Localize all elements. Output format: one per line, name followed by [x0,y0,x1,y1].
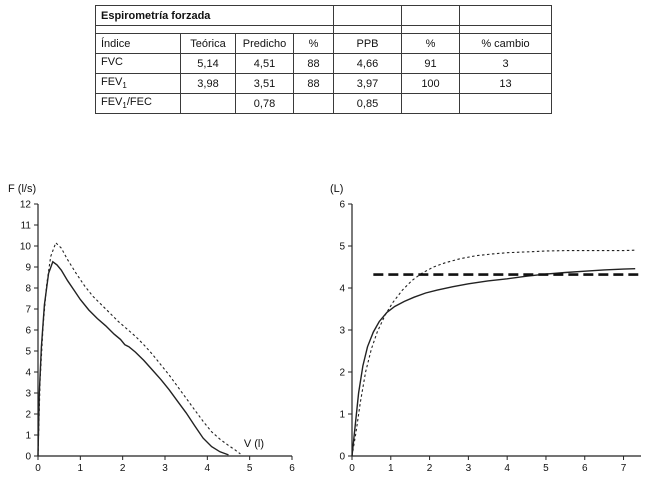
y-tick-label: 5 [339,242,345,253]
table-cell: 4,66 [333,53,402,74]
column-header: PPB [333,33,402,54]
table-row: FVC 5,14 4,51 88 4,66 91 3 [95,53,552,74]
table-cell: 91 [401,53,460,74]
y-axis-label: F (l/s) [8,183,36,195]
column-header: % [401,33,460,54]
x-tick-label: 6 [289,463,295,474]
table-title: Espirometría forzada [95,5,334,26]
x-tick-label: 0 [35,463,41,474]
y-tick-label: 6 [339,200,345,211]
y-tick-label: 12 [20,200,32,211]
table-cell: 4,51 [235,53,294,74]
y-tick-label: 10 [20,242,32,253]
table-cell [293,93,334,114]
x-tick-label: 1 [78,463,84,474]
series-dotted-curve [351,249,636,457]
table-cell: 88 [293,73,334,94]
row-label-text: FEV [101,96,123,109]
y-tick-label: 7 [25,305,31,316]
table-cell: 5,14 [180,53,236,74]
y-tick-label: 3 [339,326,345,337]
row-label: FEV1/FEC [95,93,181,114]
x-tick-label: 0 [349,463,355,474]
x-tick-label: 5 [247,463,253,474]
table-cell [95,25,334,34]
y-tick-label: 1 [339,410,345,421]
column-header: Índice [95,33,181,54]
table-cell: 0,78 [235,93,294,114]
table-cell [333,5,402,26]
table-cell [333,25,402,34]
row-label-subscript: 1 [122,81,127,91]
row-label: FEV1 [95,73,181,94]
spirometry-table: Espirometría forzada Índice Teórica Pred… [95,5,552,114]
y-tick-label: 8 [25,284,31,295]
volume-time-svg: 0 1 2 3 4 5 6 7 0 1 2 3 4 5 6 (L) [330,183,641,474]
x-tick-label: 3 [162,463,168,474]
series-solid-curve [351,268,636,457]
table-cell [401,93,460,114]
y-tick-label: 4 [339,284,345,295]
x-tick-label: 5 [543,463,549,474]
table-title-row: Espirometría forzada [95,5,552,26]
series-solid-curve [37,260,229,457]
y-tick-label: 5 [25,347,31,358]
y-tick-label: 0 [25,452,31,463]
column-header: % cambio [459,33,552,54]
x-tick-label: 1 [388,463,394,474]
y-tick-label: 2 [25,410,31,421]
x-tick-label: 3 [466,463,472,474]
flow-volume-chart: 0 1 2 3 4 5 6 0 1 2 3 4 5 6 7 8 9 10 11 12 F (l/s) V (l) [6,178,308,481]
y-tick-label: 4 [25,368,31,379]
y-tick-label: 6 [25,326,31,337]
column-header: % [293,33,334,54]
y-tick-label: 0 [339,452,345,463]
series-dotted-curve [37,241,241,457]
y-tick-label: 2 [339,368,345,379]
column-header: Predicho [235,33,294,54]
table-cell [459,93,552,114]
x-tick-label: 7 [621,463,627,474]
table-cell [401,5,460,26]
x-tick-label: 6 [582,463,588,474]
y-axis-label: (L) [330,183,343,195]
row-label-text: FVC [101,56,123,69]
table-header-row: Índice Teórica Predicho % PPB % % cambio [95,33,552,54]
table-cell: 3,51 [235,73,294,94]
axes [351,204,641,457]
y-tick-label: 11 [21,221,32,232]
row-label-subscript: 1 [122,101,127,111]
table-row: FEV1 3,98 3,51 88 3,97 100 13 [95,73,552,94]
x-tick-label: 2 [120,463,126,474]
table-cell: 100 [401,73,460,94]
table-cell: 3,98 [180,73,236,94]
y-tick-label: 9 [25,263,31,274]
table-cell: 13 [459,73,552,94]
axes [37,204,292,457]
y-tick-label: 1 [25,431,31,442]
x-tick-label: 4 [504,463,510,474]
table-cell [180,93,236,114]
row-label-suffix: /FEC [126,96,152,109]
column-header: Teórica [180,33,236,54]
y-tick-label: 3 [25,389,31,400]
table-cell [401,25,460,34]
x-axis-label: V (l) [244,438,264,450]
table-cell: 0,85 [333,93,402,114]
table-cell: 88 [293,53,334,74]
table-cell [459,25,552,34]
row-label-text: FEV [101,76,123,89]
x-tick-label: 4 [205,463,211,474]
table-cell [459,5,552,26]
volume-time-chart: 0 1 2 3 4 5 6 7 0 1 2 3 4 5 6 (L) [322,178,653,481]
table-spacer-row [95,25,552,34]
table-row: FEV1/FEC 0,78 0,85 [95,93,552,114]
table-cell: 3 [459,53,552,74]
row-label: FVC [95,53,181,74]
x-tick-label: 2 [427,463,433,474]
table-cell: 3,97 [333,73,402,94]
